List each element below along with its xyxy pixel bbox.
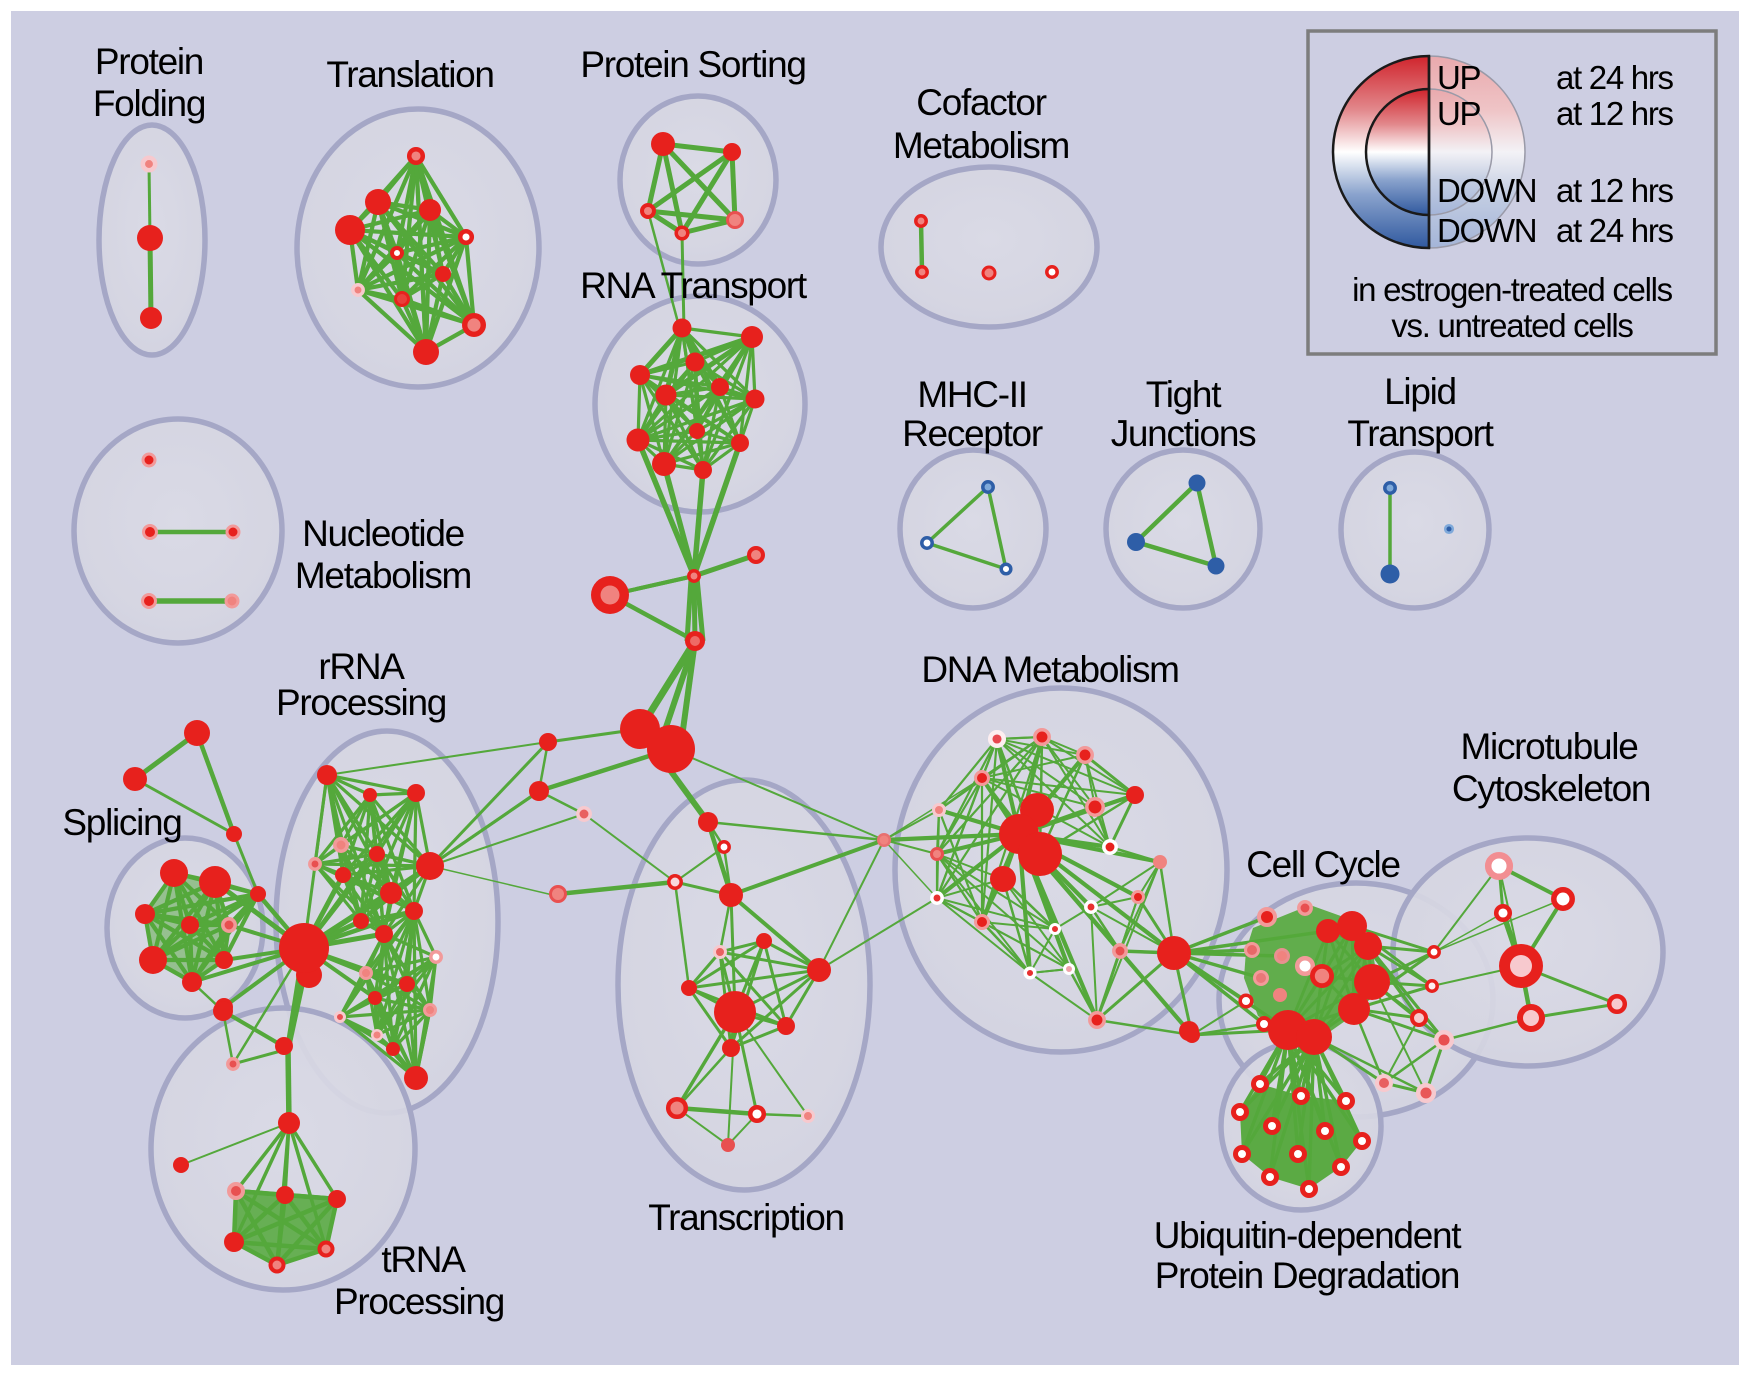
svg-text:Cytoskeleton: Cytoskeleton: [1452, 768, 1650, 809]
svg-text:rRNA: rRNA: [318, 646, 405, 687]
svg-text:Metabolism: Metabolism: [893, 125, 1069, 166]
svg-text:RNA Transport: RNA Transport: [580, 265, 808, 306]
svg-text:Receptor: Receptor: [902, 413, 1043, 454]
svg-text:UP: UP: [1437, 59, 1481, 96]
svg-text:DOWN: DOWN: [1437, 212, 1536, 249]
svg-text:Microtubule: Microtubule: [1461, 726, 1638, 767]
svg-text:in estrogen-treated cells: in estrogen-treated cells: [1352, 271, 1672, 308]
svg-text:Cell Cycle: Cell Cycle: [1246, 844, 1400, 885]
svg-text:Translation: Translation: [326, 54, 493, 95]
svg-text:tRNA: tRNA: [381, 1239, 466, 1280]
svg-text:DNA Metabolism: DNA Metabolism: [921, 649, 1178, 690]
svg-text:Ubiquitin-dependent: Ubiquitin-dependent: [1154, 1215, 1463, 1256]
svg-text:at 24 hrs: at 24 hrs: [1556, 59, 1674, 96]
svg-text:Protein: Protein: [95, 41, 203, 82]
svg-text:Transport: Transport: [1347, 413, 1494, 454]
svg-text:Nucleotide: Nucleotide: [302, 513, 464, 554]
svg-text:Processing: Processing: [276, 682, 446, 723]
svg-text:UP: UP: [1437, 95, 1481, 132]
svg-text:Protein Degradation: Protein Degradation: [1155, 1255, 1459, 1296]
svg-text:Folding: Folding: [93, 83, 205, 124]
svg-text:DOWN: DOWN: [1437, 172, 1536, 209]
svg-text:Metabolism: Metabolism: [295, 555, 471, 596]
svg-text:at 12 hrs: at 12 hrs: [1556, 95, 1674, 132]
svg-text:Splicing: Splicing: [62, 802, 181, 843]
svg-text:Protein Sorting: Protein Sorting: [580, 44, 805, 85]
svg-text:Processing: Processing: [334, 1281, 504, 1322]
svg-text:Transcription: Transcription: [648, 1197, 844, 1238]
svg-text:Junctions: Junctions: [1111, 413, 1256, 454]
svg-text:Lipid: Lipid: [1384, 371, 1456, 412]
svg-text:Tight: Tight: [1146, 374, 1222, 415]
svg-text:Cofactor: Cofactor: [916, 82, 1046, 123]
svg-text:at 12 hrs: at 12 hrs: [1556, 172, 1674, 209]
svg-text:vs. untreated cells: vs. untreated cells: [1391, 307, 1633, 344]
svg-text:at 24 hrs: at 24 hrs: [1556, 212, 1674, 249]
svg-text:MHC-II: MHC-II: [917, 374, 1026, 415]
